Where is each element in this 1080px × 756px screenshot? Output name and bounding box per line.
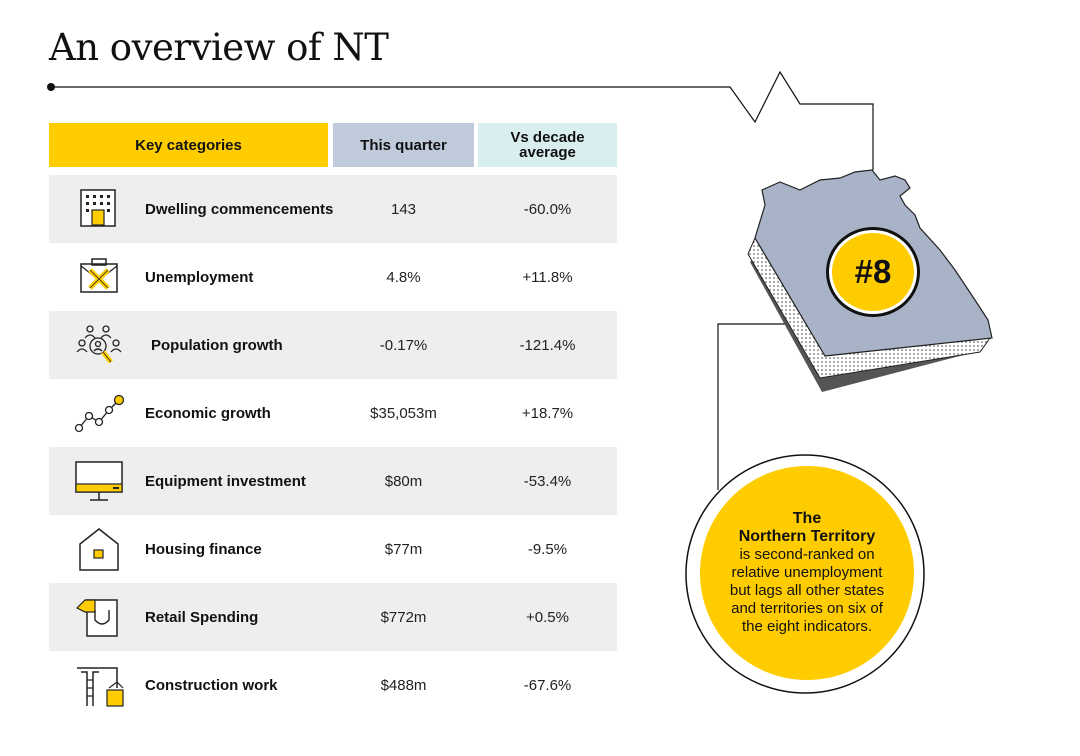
table-row: Unemployment 4.8% +11.8% xyxy=(49,243,617,311)
row-quarter-value: $80m xyxy=(384,472,423,490)
table-row: Equipment investment $80m -53.4% xyxy=(49,447,617,515)
callout-body: is second-ranked on relative unemploymen… xyxy=(729,546,885,635)
callout-bubble: The Northern Territory is second-ranked … xyxy=(700,466,914,680)
callout-heading-line2: Northern Territory xyxy=(738,528,876,545)
briefcase-x-icon xyxy=(80,258,118,293)
row-quarter-value: $35,053m xyxy=(370,404,437,422)
row-quarter-value: 143 xyxy=(390,200,417,218)
people-search-icon xyxy=(76,325,122,364)
page-title: An overview of NT xyxy=(49,26,389,69)
row-decade-value: -121.4% xyxy=(519,336,576,354)
crane-icon xyxy=(77,667,124,707)
row-quarter-value: 4.8% xyxy=(386,268,421,286)
header-this-quarter: This quarter xyxy=(333,123,474,167)
rank-badge: #8 xyxy=(829,230,917,314)
header-key-categories: Key categories xyxy=(49,123,328,167)
callout-ring xyxy=(685,454,925,694)
row-decade-value: +11.8% xyxy=(522,268,573,286)
row-quarter-value: $772m xyxy=(380,608,427,626)
shopping-bag-icon xyxy=(75,599,118,637)
header-vs-decade-average: Vs decade average xyxy=(478,123,617,167)
callout-heading-line1: The xyxy=(792,510,822,527)
row-label: Equipment investment xyxy=(145,472,306,490)
row-label: Dwelling commencements xyxy=(145,200,334,218)
row-label: Retail Spending xyxy=(145,608,259,626)
row-decade-value: +0.5% xyxy=(526,608,569,626)
row-decade-value: -60.0% xyxy=(523,200,572,218)
trend-line-icon xyxy=(74,394,125,433)
house-icon xyxy=(79,528,119,571)
row-label: Housing finance xyxy=(145,540,262,558)
row-label: Economic growth xyxy=(145,404,271,422)
table-row: Economic growth $35,053m +18.7% xyxy=(49,379,617,447)
table-row: Dwelling commencements 143 -60.0% xyxy=(49,175,617,243)
table-row: Construction work $488m -67.6% xyxy=(49,651,617,719)
row-label: Population growth xyxy=(151,336,283,354)
table-row: Retail Spending $772m +0.5% xyxy=(49,583,617,651)
row-decade-value: -67.6% xyxy=(523,676,572,694)
row-label: Construction work xyxy=(145,676,278,694)
row-decade-value: -9.5% xyxy=(527,540,568,558)
building-icon xyxy=(80,189,116,227)
row-decade-value: +18.7% xyxy=(521,404,574,422)
row-decade-value: -53.4% xyxy=(523,472,572,490)
monitor-icon xyxy=(75,461,123,501)
row-label: Unemployment xyxy=(145,268,254,286)
table-row: Housing finance $77m -9.5% xyxy=(49,515,617,583)
row-quarter-value: $77m xyxy=(384,540,423,558)
row-quarter-value: $488m xyxy=(380,676,427,694)
table-row: Population growth -0.17% -121.4% xyxy=(49,311,617,379)
row-quarter-value: -0.17% xyxy=(379,336,428,354)
